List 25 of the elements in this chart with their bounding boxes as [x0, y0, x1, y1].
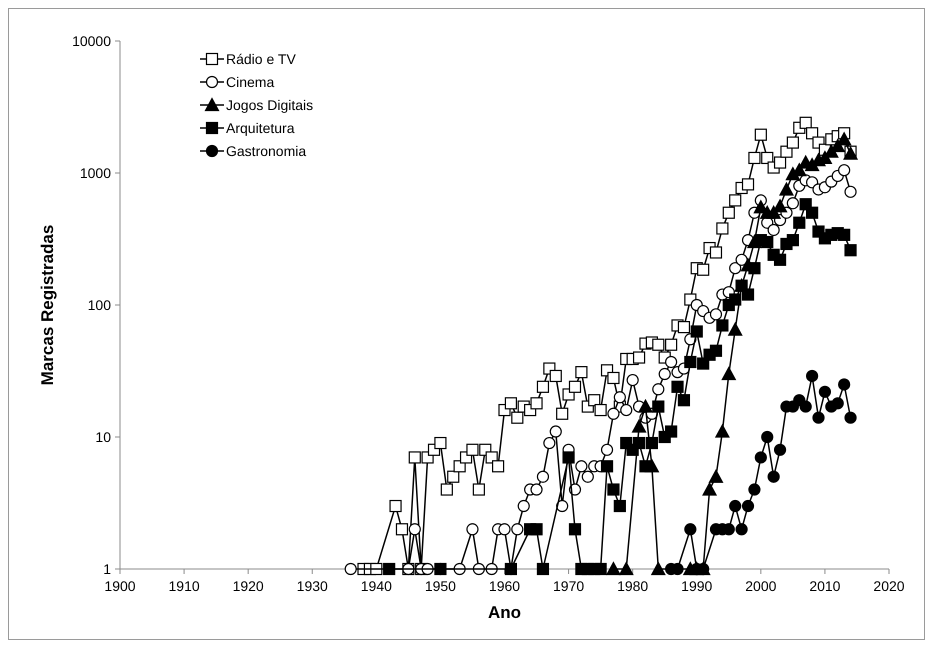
legend-label: Arquitetura	[226, 120, 295, 136]
y-tick-label: 10000	[72, 33, 112, 49]
x-tick-label: 1900	[104, 578, 136, 594]
x-tick-label: 2000	[745, 578, 777, 594]
legend-label: Gastronomia	[226, 143, 306, 159]
x-tick-label: 1910	[168, 578, 200, 594]
x-tick-label: 1940	[360, 578, 392, 594]
x-tick-label: 2010	[809, 578, 841, 594]
x-tick-label: 1920	[232, 578, 264, 594]
y-axis-title: Marcas Registradas	[38, 224, 57, 386]
x-tick-label: 1980	[617, 578, 648, 594]
x-tick-label: 1960	[488, 578, 520, 594]
y-tick-label: 100	[88, 297, 112, 313]
legend-label: Rádio e TV	[226, 51, 296, 67]
x-tick-label: 1950	[424, 578, 456, 594]
x-tick-label: 1930	[296, 578, 328, 594]
y-tick-label: 1	[103, 561, 112, 577]
legend-label: Jogos Digitais	[226, 97, 314, 113]
x-tick-label: 1970	[553, 578, 584, 594]
y-tick-label: 10	[95, 429, 112, 445]
x-tick-label: 2020	[873, 578, 905, 594]
x-axis-title: Ano	[488, 603, 522, 622]
y-tick-label: 1000	[80, 165, 112, 181]
legend-label: Cinema	[226, 74, 274, 90]
x-tick-label: 1990	[681, 578, 713, 594]
